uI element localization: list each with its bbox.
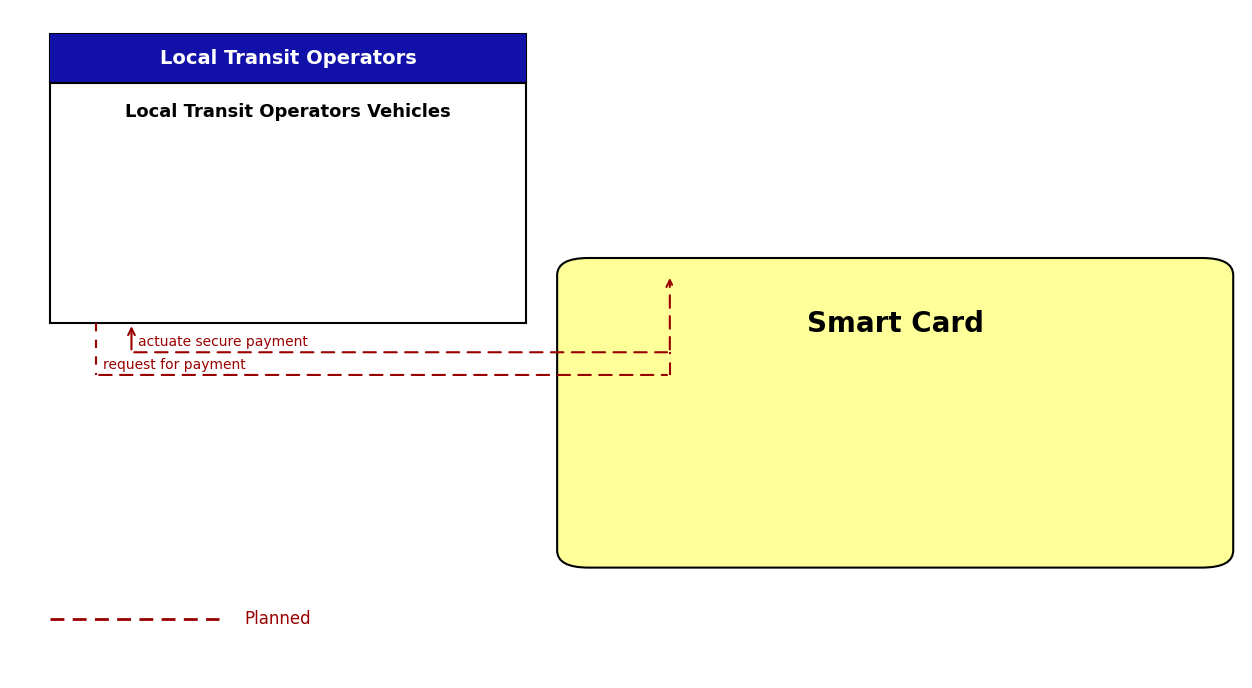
- Polygon shape: [50, 34, 526, 83]
- Text: Planned: Planned: [244, 610, 310, 628]
- Text: actuate secure payment: actuate secure payment: [138, 335, 308, 349]
- Text: Local Transit Operators: Local Transit Operators: [159, 49, 417, 68]
- Text: Smart Card: Smart Card: [806, 310, 984, 338]
- Text: request for payment: request for payment: [103, 358, 245, 372]
- FancyBboxPatch shape: [557, 258, 1233, 568]
- FancyBboxPatch shape: [50, 34, 526, 323]
- Text: Local Transit Operators Vehicles: Local Transit Operators Vehicles: [125, 103, 451, 121]
